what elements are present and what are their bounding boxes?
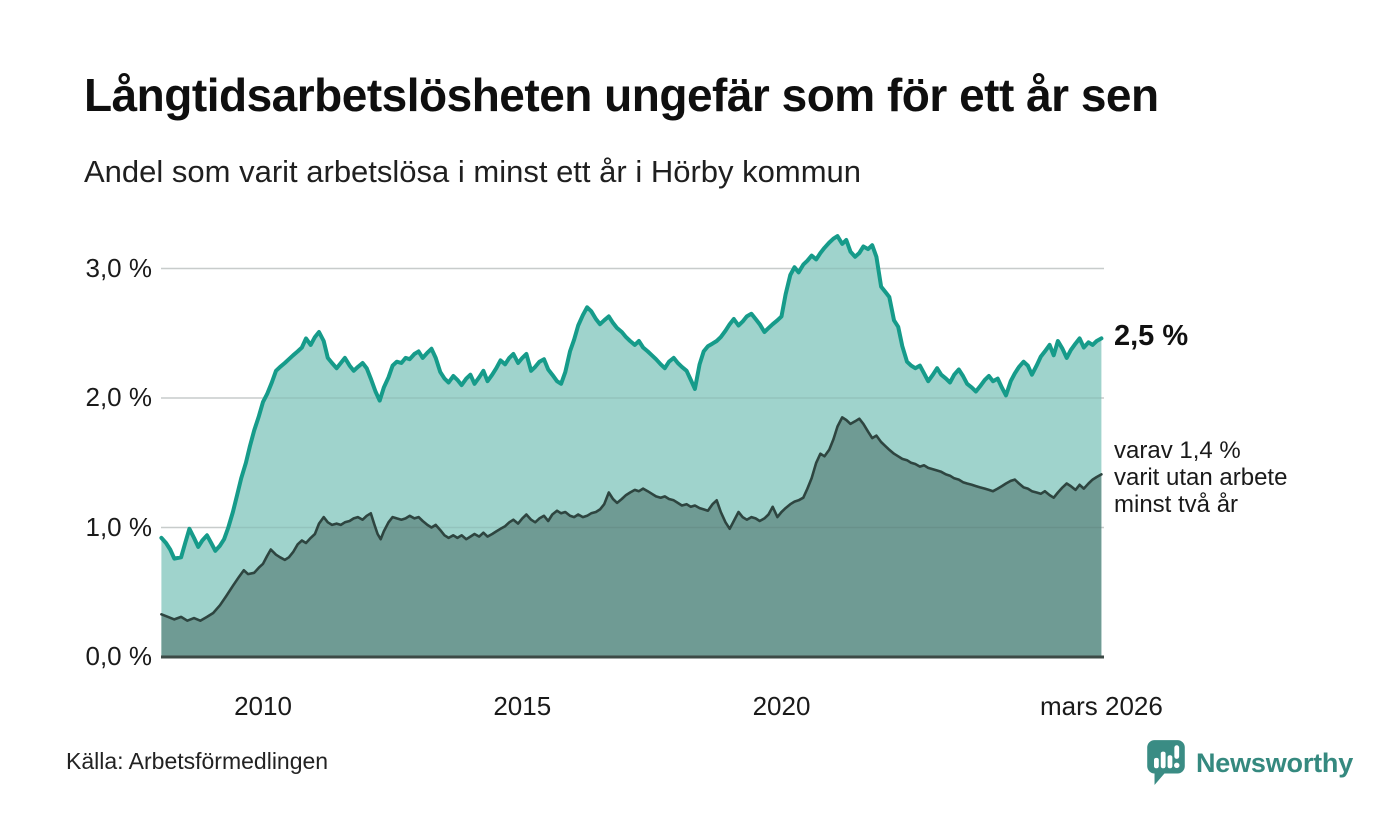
newsworthy-logo: Newsworthy: [1145, 738, 1353, 786]
y-tick-label: 1,0 %: [85, 511, 153, 542]
x-tick-label: mars 2026: [1039, 691, 1163, 721]
two-year-line: [160, 416, 1103, 622]
total-line: [159, 234, 1104, 561]
x-tick-label: 2020: [752, 691, 811, 721]
two-year-end-label-line1: varav 1,4 %: [1114, 437, 1241, 465]
two-year-end-label-line3: minst två år: [1114, 491, 1239, 519]
newsworthy-bubble-chart-icon: [1147, 740, 1185, 785]
newsworthy-wordmark: Newsworthy: [1196, 747, 1354, 778]
two-year-end-label-line2: varit utan arbete: [1114, 464, 1288, 492]
y-tick-label: 2,0 %: [85, 382, 153, 412]
total-end-label: 2,5 %: [1114, 320, 1189, 353]
y-tick-label: 0,0 %: [85, 641, 153, 671]
x-tick-label: 2015: [493, 691, 552, 721]
two-year-area: [161, 417, 1102, 657]
source-note: Källa: Arbetsförmedlingen: [66, 748, 329, 774]
y-tick-label: 3,0 %: [85, 252, 153, 283]
page-subtitle: Andel som varit arbetslösa i minst ett å…: [84, 154, 861, 189]
x-tick-label: 2010: [234, 691, 292, 721]
page-title: Långtidsarbetslösheten ungefär som för e…: [84, 69, 1159, 121]
two-year-end-label: varav 1,4 % varit utan arbete minst två …: [1114, 437, 1287, 518]
